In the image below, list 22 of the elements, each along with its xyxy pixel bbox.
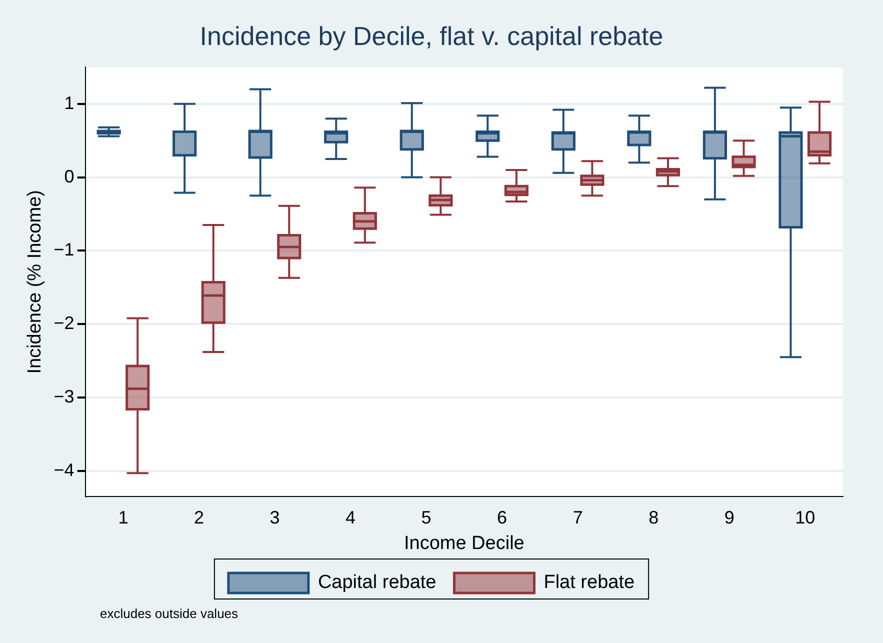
x-axis-title: Income Decile: [404, 532, 524, 554]
y-tick-label: 0: [64, 166, 74, 186]
y-tick-label: −1: [54, 240, 74, 260]
text: excludes outside values: [100, 606, 239, 622]
y-tick-label: −2: [54, 313, 74, 334]
y-tick-label: −3: [54, 386, 74, 406]
x-tick-label: 8: [648, 507, 659, 528]
legend-label: Capital rebate: [318, 572, 436, 594]
x-tick-label: 2: [194, 507, 204, 528]
x-tick-label: 10: [795, 507, 816, 528]
x-tick-label: 9: [724, 507, 734, 528]
x-tick-label: 7: [572, 507, 583, 528]
x-tick-label: 5: [421, 507, 432, 528]
x-tick-label: 3: [270, 507, 280, 528]
x-tick-label: 6: [497, 507, 508, 528]
x-tick-label: 4: [346, 507, 356, 528]
y-axis-title: Incidence (% Income): [24, 190, 46, 374]
y-tick-label: −4: [54, 460, 74, 480]
legend-label: Flat rebate: [544, 572, 635, 594]
y-tick-label: 1: [64, 92, 74, 113]
x-tick-label: 1: [118, 507, 128, 528]
chart-title: Incidence by Decile, flat v. capital rebate: [200, 20, 664, 51]
